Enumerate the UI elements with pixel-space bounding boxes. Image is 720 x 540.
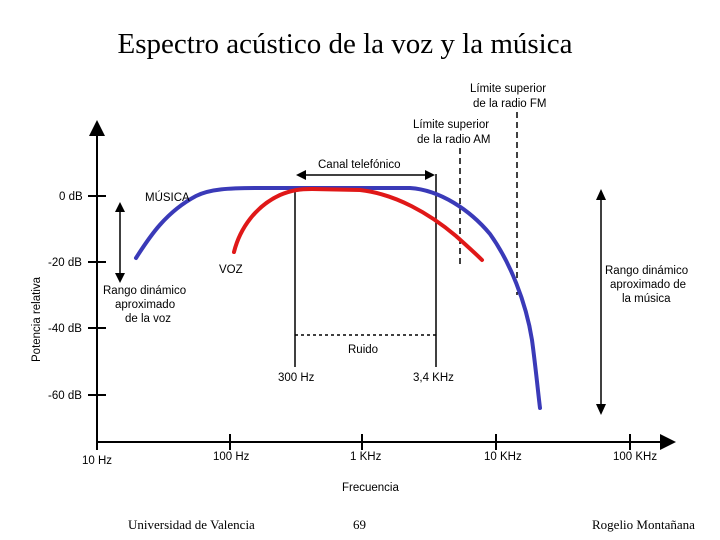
music-range-arrowhead-top (596, 189, 606, 200)
300hz-label: 300 Hz (278, 372, 315, 384)
footer-right: Rogelio Montañana (592, 517, 695, 532)
y-tick-label-20db: -20 dB (48, 257, 82, 269)
y-axis-label: Potencia relativa (31, 276, 43, 362)
x-tick-label-1khz: 1 KHz (350, 451, 382, 463)
y-tick-label-0db: 0 dB (59, 191, 83, 203)
x-tick-label-10hz: 10 Hz (82, 455, 112, 467)
am-limit-label-line1: Límite superior (413, 119, 489, 131)
fm-limit-label-line1: Límite superior (470, 83, 546, 95)
footer-left: Universidad de Valencia (128, 517, 255, 532)
x-tick-label-100hz: 100 Hz (213, 451, 250, 463)
voice-label: VOZ (219, 264, 243, 276)
voice-range-label-line2: aproximado (115, 299, 175, 311)
telephone-channel-label: Canal telefónico (318, 159, 400, 171)
x-tick-label-100khz: 100 KHz (613, 451, 657, 463)
x-axis-label: Frecuencia (342, 482, 399, 494)
page-title: Espectro acústico de la voz y la música (117, 28, 573, 60)
fm-limit-label-line2: de la radio FM (473, 98, 547, 110)
telephone-channel-arrowhead-right (425, 170, 435, 180)
music-range-arrowhead-bottom (596, 404, 606, 415)
music-spectrum-curve (134, 186, 542, 410)
3400hz-label: 3,4 KHz (413, 372, 454, 384)
footer-page-number: 69 (353, 517, 366, 532)
music-range-label-line2: aproximado de (610, 279, 686, 291)
noise-label: Ruido (348, 344, 378, 356)
am-limit-label-line2: de la radio AM (417, 134, 491, 146)
telephone-channel-arrowhead-left (296, 170, 306, 180)
voice-range-label-line1: Rango dinámico (103, 285, 186, 297)
voice-range-arrowhead-bottom (115, 273, 125, 283)
music-range-label-line1: Rango dinámico (605, 265, 688, 277)
y-tick-label-60db: -60 dB (48, 390, 82, 402)
music-range-label-line3: la música (622, 293, 671, 305)
voice-range-arrowhead-top (115, 202, 125, 212)
x-tick-label-10khz: 10 KHz (484, 451, 522, 463)
y-tick-label-40db: -40 dB (48, 323, 82, 335)
voice-spectrum-curve (232, 186, 484, 262)
voice-range-label-line3: de la voz (125, 313, 171, 325)
music-label: MÚSICA (145, 191, 190, 204)
